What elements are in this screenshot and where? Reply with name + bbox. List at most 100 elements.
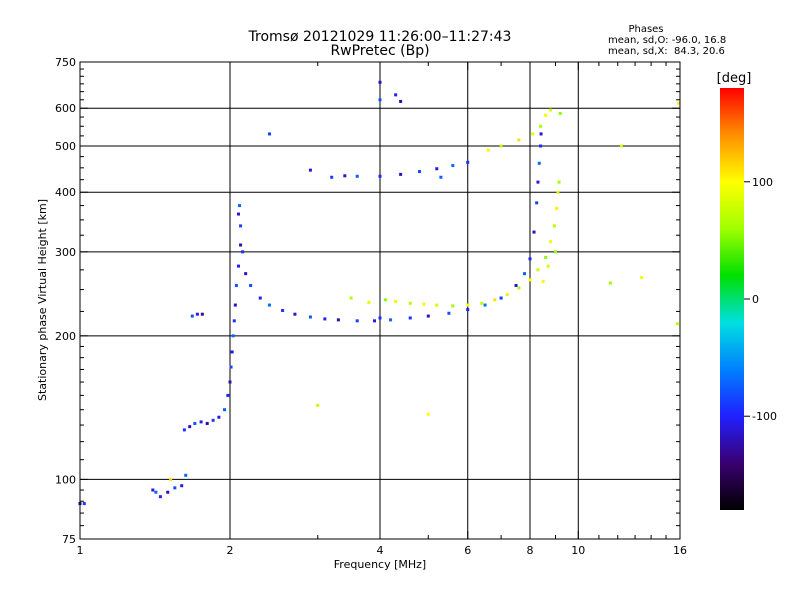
echo-point-o — [180, 484, 184, 488]
echo-point-o — [166, 490, 170, 494]
echo-point-o — [378, 80, 382, 84]
echo-point-o — [439, 175, 443, 179]
y-tick-label: 600 — [55, 102, 76, 115]
echo-point-o — [226, 393, 230, 397]
echo-point-o — [308, 315, 312, 319]
echo-point-o — [514, 283, 518, 287]
echo-point-o — [236, 264, 240, 268]
echo-point-x — [531, 132, 535, 136]
grid-lines — [80, 62, 680, 539]
x-tick-label: 4 — [377, 544, 384, 557]
echo-point-o — [229, 365, 233, 369]
y-tick-label: 200 — [55, 330, 76, 343]
echo-point-x — [539, 124, 543, 128]
y-axis-label: Stationary phase Virtual Height [km] — [36, 199, 49, 401]
echo-point-o — [539, 132, 543, 136]
echo-point-o — [241, 250, 245, 254]
echo-point-o — [483, 303, 487, 307]
echo-point-o — [308, 168, 312, 172]
echo-point-o — [378, 174, 382, 178]
echo-point-o — [355, 174, 359, 178]
y-tick-label: 400 — [55, 186, 76, 199]
y-tick-label: 100 — [55, 473, 76, 486]
echo-point-o — [184, 473, 188, 477]
echo-points — [78, 80, 681, 506]
echo-point-x — [549, 108, 553, 112]
echo-point-x — [486, 148, 490, 152]
y-tick-labels: 75 100 200 300 400 500 600 750 — [55, 56, 76, 546]
echo-point-o — [535, 201, 539, 205]
echo-point-o — [188, 425, 192, 429]
echo-point-x — [546, 264, 550, 268]
echo-point-o — [228, 380, 232, 384]
echo-point-o — [394, 93, 398, 97]
echo-point-x — [349, 296, 353, 300]
x-tick-label: 6 — [464, 544, 471, 557]
chart-title: Tromsø 20121029 11:26:00–11:27:43 — [248, 29, 512, 45]
echo-point-o — [281, 308, 285, 312]
echo-point-x — [608, 281, 612, 285]
echo-point-x — [493, 298, 497, 302]
echo-point-o — [399, 172, 403, 176]
echo-point-x — [675, 322, 679, 326]
echo-point-o — [249, 283, 253, 287]
echo-point-o — [378, 98, 382, 102]
echo-point-x — [558, 111, 562, 115]
echo-point-o — [195, 312, 199, 316]
echo-point-x — [536, 268, 540, 272]
x-tick-label: 16 — [673, 544, 687, 557]
echo-point-o — [523, 272, 527, 276]
echo-point-o — [528, 257, 532, 261]
echo-point-o — [230, 350, 234, 354]
echo-point-o — [378, 316, 382, 320]
echo-point-x — [555, 206, 559, 210]
echo-point-x — [549, 240, 553, 244]
x-axis-label: Frequency [MHz] — [334, 558, 426, 571]
y-tick-label: 500 — [55, 140, 76, 153]
echo-point-o — [537, 161, 541, 165]
echo-point-x — [541, 279, 545, 283]
echo-point-x — [557, 180, 561, 184]
echo-point-o — [205, 421, 209, 425]
echo-point-o — [417, 170, 421, 174]
echo-point-x — [677, 101, 681, 105]
echo-point-o — [239, 224, 243, 228]
echo-point-o — [223, 408, 227, 412]
echo-point-o — [244, 272, 248, 276]
colorbar-label: [deg] — [717, 71, 752, 86]
echo-point-o — [199, 420, 203, 424]
x-tick-label: 10 — [571, 544, 585, 557]
echo-point-x — [619, 144, 623, 148]
echo-point-o — [234, 283, 238, 287]
echo-point-o — [499, 296, 503, 300]
echo-point-o — [399, 99, 403, 103]
echo-point-x — [169, 477, 173, 481]
echo-point-x — [422, 302, 426, 306]
echo-point-x — [552, 224, 556, 228]
echo-point-o — [232, 319, 236, 323]
y-tick-label: 750 — [55, 56, 76, 69]
echo-point-x — [499, 144, 503, 148]
echo-point-o — [267, 132, 271, 136]
echo-point-o — [154, 490, 158, 494]
echo-point-x — [451, 304, 455, 308]
echo-point-o — [330, 175, 334, 179]
echo-point-o — [466, 308, 470, 312]
echo-point-x — [466, 303, 470, 307]
echo-point-o — [293, 312, 297, 316]
echo-point-x — [556, 190, 560, 194]
echo-point-o — [158, 495, 162, 499]
colorbar-ticks: 100 0 -100 — [744, 176, 777, 423]
echo-point-o — [466, 160, 470, 164]
colorbar — [720, 88, 744, 510]
echo-point-x — [544, 255, 548, 259]
y-tick-label: 300 — [55, 246, 76, 259]
echo-point-o — [233, 303, 237, 307]
echo-point-o — [217, 415, 221, 419]
echo-point-x — [408, 301, 412, 305]
y-tick-label: 75 — [62, 533, 76, 546]
echo-point-o — [373, 319, 377, 323]
echo-point-x — [517, 138, 521, 142]
echo-point-o — [532, 230, 536, 234]
